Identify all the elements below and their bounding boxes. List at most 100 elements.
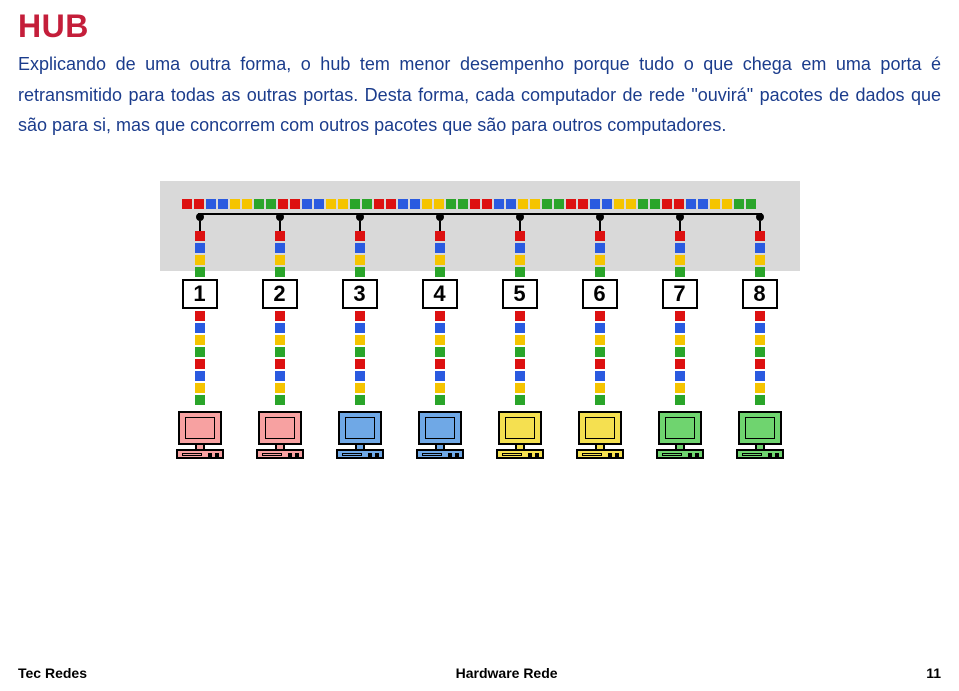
bus-packet-dot [746, 199, 756, 209]
packet-dot [435, 311, 445, 321]
bus-packet-dot [602, 199, 612, 209]
bus-packet-dot [458, 199, 468, 209]
bus-packet-dot [710, 199, 720, 209]
packet-dot [195, 323, 205, 333]
packet-dot [355, 335, 365, 345]
base-button [768, 453, 772, 457]
packet-dot [515, 255, 525, 265]
packet-dot [355, 231, 365, 241]
screen [265, 417, 295, 439]
bus-packet-dot [278, 199, 288, 209]
packet-dot [275, 255, 285, 265]
packet-dot [755, 323, 765, 333]
packet-dot [595, 255, 605, 265]
footer-right: 11 [926, 665, 941, 681]
packet-dot [275, 383, 285, 393]
packet-column-top [755, 231, 765, 277]
packet-dot [755, 383, 765, 393]
bus-packet-dot [566, 199, 576, 209]
base-button [455, 453, 459, 457]
base-button [448, 453, 452, 457]
bus-packet-row [182, 199, 778, 209]
packet-column-top [195, 231, 205, 277]
packet-dot [515, 383, 525, 393]
drop-line [679, 221, 681, 231]
bus-packet-dot [350, 199, 360, 209]
drop-line [359, 221, 361, 231]
packet-dot [195, 335, 205, 345]
packet-dot [275, 335, 285, 345]
computer-base [656, 449, 704, 459]
bus-packet-dot [518, 199, 528, 209]
drive-slot [182, 453, 202, 456]
packet-dot [355, 255, 365, 265]
monitor-icon [418, 411, 462, 445]
port-number-box: 3 [342, 279, 378, 309]
monitor-icon [578, 411, 622, 445]
packet-dot [595, 231, 605, 241]
screen [425, 417, 455, 439]
bus-packet-dot [398, 199, 408, 209]
port-drop: 2 [245, 213, 315, 459]
monitor-icon [738, 411, 782, 445]
hub-diagram: 12345678 [160, 181, 800, 271]
bus-packet-dot [326, 199, 336, 209]
screen [505, 417, 535, 439]
port-number-box: 2 [262, 279, 298, 309]
computer-icon [736, 411, 784, 459]
bus-packet-dot [530, 199, 540, 209]
drive-slot [742, 453, 762, 456]
bus-packet-dot [302, 199, 312, 209]
port-number-box: 4 [422, 279, 458, 309]
computer-icon [656, 411, 704, 459]
bus-packet-dot [206, 199, 216, 209]
packet-dot [755, 255, 765, 265]
packet-dot [195, 311, 205, 321]
bus-packet-dot [722, 199, 732, 209]
packet-dot [515, 323, 525, 333]
packet-dot [275, 347, 285, 357]
packet-dot [755, 395, 765, 405]
computer-base [256, 449, 304, 459]
computer-icon [496, 411, 544, 459]
packet-dot [435, 323, 445, 333]
packet-column-bottom [515, 311, 525, 405]
packet-dot [355, 267, 365, 277]
packet-dot [595, 335, 605, 345]
packet-column-bottom [435, 311, 445, 405]
drive-slot [342, 453, 362, 456]
packet-dot [275, 323, 285, 333]
packet-dot [355, 395, 365, 405]
bus-packet-dot [614, 199, 624, 209]
packet-column-top [355, 231, 365, 277]
packet-column-top [675, 231, 685, 277]
port-drop: 3 [325, 213, 395, 459]
packet-dot [355, 323, 365, 333]
monitor-icon [498, 411, 542, 445]
packet-dot [275, 359, 285, 369]
packet-dot [435, 335, 445, 345]
port-drop: 8 [725, 213, 795, 459]
base-button [295, 453, 299, 457]
drive-slot [262, 453, 282, 456]
bus-packet-dot [554, 199, 564, 209]
bus-packet-dot [182, 199, 192, 209]
packet-dot [435, 371, 445, 381]
bus-packet-dot [266, 199, 276, 209]
packet-dot [515, 359, 525, 369]
drop-line [199, 221, 201, 231]
bus-packet-dot [686, 199, 696, 209]
packet-dot [275, 371, 285, 381]
packet-dot [195, 347, 205, 357]
packet-dot [595, 383, 605, 393]
bus-packet-dot [242, 199, 252, 209]
bus-background: 12345678 [160, 181, 800, 271]
base-button [288, 453, 292, 457]
base-button [535, 453, 539, 457]
drop-line [279, 221, 281, 231]
packet-dot [595, 311, 605, 321]
tap-dot [516, 213, 524, 221]
base-button [208, 453, 212, 457]
packet-dot [675, 347, 685, 357]
bus-packet-dot [578, 199, 588, 209]
